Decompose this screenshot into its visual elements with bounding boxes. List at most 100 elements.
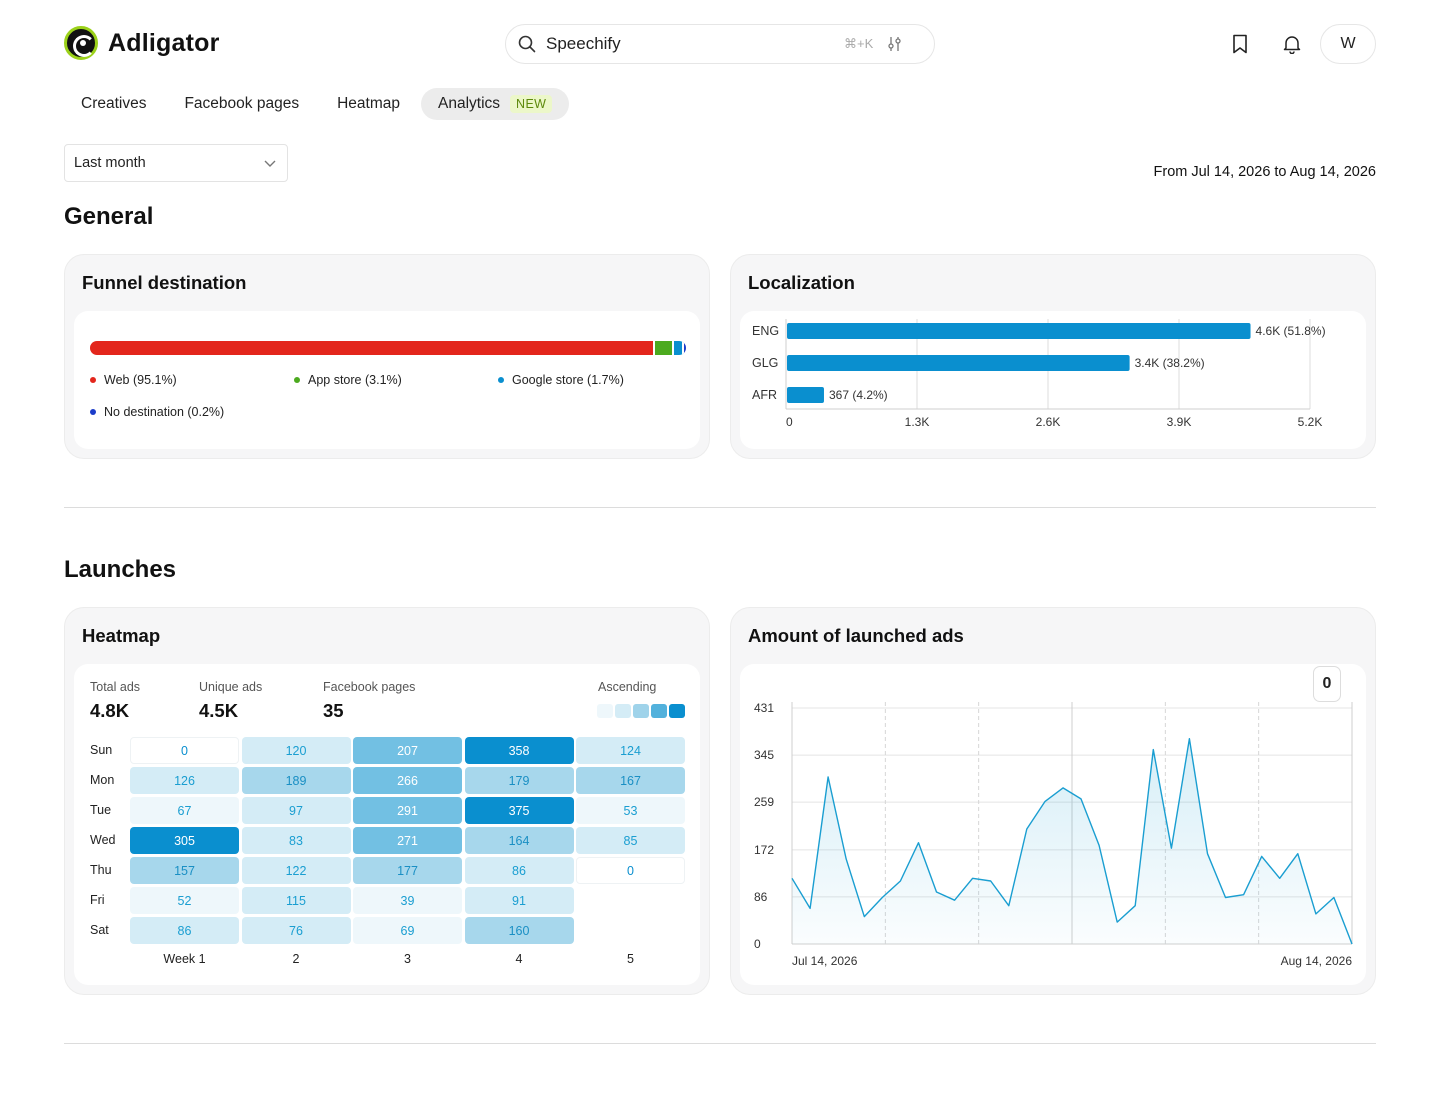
heatmap-day-label: Tue xyxy=(90,803,112,817)
heatmap-cell[interactable]: 122 xyxy=(241,857,351,884)
heatmap-cell[interactable]: 67 xyxy=(130,797,239,824)
heatmap-cell[interactable]: 167 xyxy=(576,767,685,794)
bar-data-label: 3.4K (38.2%) xyxy=(1135,356,1205,370)
chart-reset-button[interactable]: 0 xyxy=(1313,666,1341,702)
series-line[interactable] xyxy=(791,738,1353,945)
localization-card-title: Localization xyxy=(748,272,855,293)
heatmap-cell[interactable]: 86 xyxy=(464,857,574,884)
y-tick-label: 86 xyxy=(754,890,768,904)
heatmap-cell[interactable]: 39 xyxy=(353,887,462,914)
funnel-segment[interactable] xyxy=(683,341,686,355)
heatmap-day-label: Sun xyxy=(90,743,113,757)
funnel-segment[interactable] xyxy=(90,341,656,355)
user-avatar[interactable]: W xyxy=(1320,24,1376,64)
heatmap-cell[interactable]: 177 xyxy=(353,857,462,884)
heatmap-cell[interactable]: 291 xyxy=(353,797,462,824)
legend-google-store: Google store (1.7%) xyxy=(498,373,624,387)
funnel-segment[interactable] xyxy=(673,341,684,355)
heatmap-cell[interactable]: 85 xyxy=(576,827,685,854)
heatmap-cell[interactable]: 266 xyxy=(353,767,462,794)
stat-total-ads-value: 4.8K xyxy=(90,700,130,721)
heatmap-day-label: Sat xyxy=(90,923,109,937)
legend-dot xyxy=(90,409,96,415)
tab-heatmap[interactable]: Heatmap xyxy=(337,95,400,112)
funnel-segment[interactable] xyxy=(655,341,674,355)
logo-icon xyxy=(64,26,98,60)
heatmap-week-label: Week 1 xyxy=(163,952,206,966)
localization-bar[interactable] xyxy=(787,387,824,403)
heatmap-cell[interactable]: 160 xyxy=(464,917,574,944)
heatmap-cell[interactable]: 164 xyxy=(464,827,574,854)
heatmap-cell[interactable]: 305 xyxy=(130,827,239,854)
x-start-label: Jul 14, 2026 xyxy=(792,954,858,968)
heatmap-cell[interactable]: 157 xyxy=(130,857,239,884)
heatmap-cell[interactable]: 126 xyxy=(130,767,239,794)
heatmap-color-scale xyxy=(597,704,685,718)
y-tick-label: 259 xyxy=(754,795,774,809)
tab-analytics[interactable]: Analytics NEW xyxy=(420,88,570,120)
heatmap-cell[interactable]: 0 xyxy=(576,857,685,884)
legend-dot xyxy=(294,377,300,383)
heatmap-cell[interactable]: 124 xyxy=(576,737,685,764)
localization-bar[interactable] xyxy=(787,355,1130,371)
heatmap-cell[interactable]: 120 xyxy=(241,737,351,764)
heatmap-cell[interactable]: 189 xyxy=(241,767,351,794)
funnel-stacked-bar xyxy=(90,341,686,355)
search-input[interactable] xyxy=(546,34,836,54)
tab-facebook-pages[interactable]: Facebook pages xyxy=(184,95,300,112)
funnel-card-body: Web (95.1%) App store (3.1%) Google stor… xyxy=(74,311,700,449)
category-label: GLG xyxy=(752,356,778,370)
heatmap-day-label: Mon xyxy=(90,773,115,787)
chevron-down-icon xyxy=(264,160,276,167)
heatmap-cell[interactable]: 52 xyxy=(130,887,239,914)
filter-settings-icon[interactable] xyxy=(887,36,903,52)
scale-step xyxy=(651,704,667,718)
heatmap-cell[interactable]: 179 xyxy=(464,767,574,794)
app-logo[interactable]: Adligator xyxy=(64,26,220,60)
bell-icon[interactable] xyxy=(1280,32,1304,56)
search-bar[interactable]: ⌘+K xyxy=(505,24,935,64)
heatmap-cell[interactable]: 375 xyxy=(464,797,574,824)
y-tick-label: 431 xyxy=(754,701,774,715)
funnel-card-title: Funnel destination xyxy=(82,272,247,293)
localization-bar[interactable] xyxy=(787,323,1251,339)
heatmap-cell[interactable]: 86 xyxy=(130,917,239,944)
section-title-general: General xyxy=(64,203,154,230)
legend-no-destination: No destination (0.2%) xyxy=(90,405,224,419)
heatmap-cell[interactable]: 207 xyxy=(353,737,462,764)
sort-order-label[interactable]: Ascending xyxy=(598,680,657,694)
y-tick-label: 0 xyxy=(754,937,761,951)
section-divider xyxy=(64,507,1376,508)
stat-facebook-pages-label: Facebook pages xyxy=(323,680,416,694)
heatmap-cell[interactable]: 97 xyxy=(241,797,351,824)
period-select-value: Last month xyxy=(74,155,146,171)
stat-unique-ads-label: Unique ads xyxy=(199,680,263,694)
launched-ads-card-title: Amount of launched ads xyxy=(748,625,964,646)
search-icon xyxy=(518,35,536,53)
category-label: AFR xyxy=(752,388,777,402)
stat-facebook-pages-value: 35 xyxy=(323,700,344,721)
heatmap-cell[interactable]: 0 xyxy=(130,737,239,764)
date-range-label: From Jul 14, 2026 to Aug 14, 2026 xyxy=(1153,164,1376,180)
bar-data-label: 367 (4.2%) xyxy=(829,388,888,402)
heatmap-cell[interactable]: 358 xyxy=(464,737,574,764)
x-tick-label: 0 xyxy=(786,415,793,429)
localization-card-body: 0 1.3K 2.6K 3.9K 5.2K ENG 4.6K (51.8%) GLG 3.4K … xyxy=(740,311,1366,449)
tab-creatives[interactable]: Creatives xyxy=(81,95,147,112)
heatmap-cell[interactable]: 53 xyxy=(576,797,685,824)
heatmap-cell[interactable]: 83 xyxy=(241,827,351,854)
localization-card: Localization 0 1.3K 2.6K 3.9K 5.2K ENG 4.6K (5… xyxy=(730,254,1376,459)
period-select[interactable]: Last month xyxy=(64,144,288,182)
heatmap-cell[interactable]: 69 xyxy=(353,917,462,944)
scale-step xyxy=(669,704,685,718)
legend-dot xyxy=(498,377,504,383)
heatmap-cell[interactable]: 91 xyxy=(464,887,574,914)
heatmap-cell[interactable]: 271 xyxy=(353,827,462,854)
bookmark-icon[interactable] xyxy=(1228,32,1252,56)
heatmap-cell[interactable]: 115 xyxy=(241,887,351,914)
heatmap-week-label: 5 xyxy=(627,952,634,966)
y-tick-label: 172 xyxy=(754,843,774,857)
heatmap-cell[interactable]: 76 xyxy=(241,917,351,944)
series-area xyxy=(792,738,1352,944)
top-header: Adligator ⌘+K W xyxy=(0,0,1440,88)
